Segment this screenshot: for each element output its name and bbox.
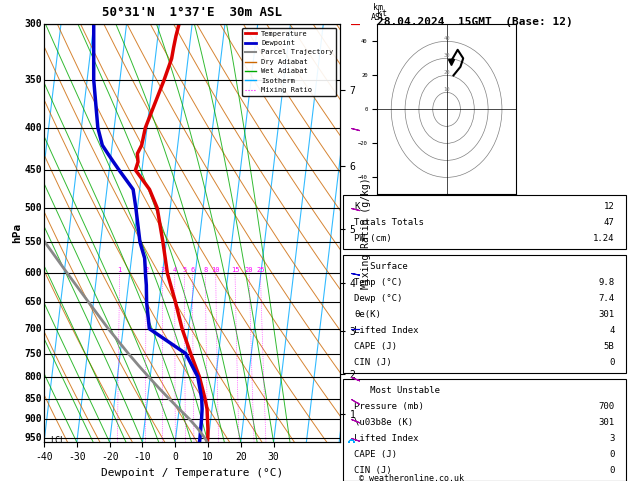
Text: θe(K): θe(K): [354, 310, 381, 319]
Text: © weatheronline.co.uk: © weatheronline.co.uk: [359, 474, 464, 483]
Text: 15: 15: [231, 267, 239, 273]
Text: Surface: Surface: [354, 261, 408, 271]
Text: 10: 10: [211, 267, 220, 273]
Text: 20: 20: [245, 267, 253, 273]
Text: Pressure (mb): Pressure (mb): [354, 401, 424, 411]
Text: 301: 301: [598, 417, 615, 427]
Text: 3: 3: [609, 434, 615, 443]
Text: 30: 30: [443, 53, 450, 58]
Text: 4: 4: [609, 326, 615, 335]
Text: 950: 950: [25, 434, 42, 444]
Text: Totals Totals: Totals Totals: [354, 218, 424, 227]
Text: Most Unstable: Most Unstable: [354, 385, 440, 395]
Text: PW (cm): PW (cm): [354, 234, 392, 243]
Text: 500: 500: [25, 203, 42, 213]
Text: K: K: [354, 202, 360, 211]
Text: Dewp (°C): Dewp (°C): [354, 294, 403, 303]
Text: Lifted Index: Lifted Index: [354, 434, 419, 443]
Text: 900: 900: [25, 414, 42, 424]
Text: Temp (°C): Temp (°C): [354, 278, 403, 287]
Text: 600: 600: [25, 268, 42, 278]
Text: 850: 850: [25, 394, 42, 403]
Text: 1: 1: [118, 267, 122, 273]
Text: 20: 20: [443, 70, 450, 75]
Text: 350: 350: [25, 75, 42, 85]
FancyBboxPatch shape: [343, 255, 626, 373]
Text: 5B: 5B: [604, 342, 615, 351]
Text: 700: 700: [25, 324, 42, 334]
Text: 4: 4: [172, 267, 177, 273]
Text: 0: 0: [609, 466, 615, 475]
Text: LCL: LCL: [50, 436, 65, 445]
Text: 5: 5: [182, 267, 186, 273]
Text: 400: 400: [25, 122, 42, 133]
Text: 700: 700: [598, 401, 615, 411]
Text: 12: 12: [604, 202, 615, 211]
Text: 47: 47: [604, 218, 615, 227]
FancyBboxPatch shape: [343, 195, 626, 249]
Text: 9.8: 9.8: [598, 278, 615, 287]
FancyBboxPatch shape: [343, 379, 626, 481]
Text: 550: 550: [25, 237, 42, 247]
Text: 3: 3: [160, 267, 165, 273]
X-axis label: Dewpoint / Temperature (°C): Dewpoint / Temperature (°C): [101, 468, 283, 478]
Text: 301: 301: [598, 310, 615, 319]
Text: 40: 40: [443, 36, 450, 41]
Text: CAPE (J): CAPE (J): [354, 450, 397, 459]
Text: km
ASL: km ASL: [370, 3, 386, 22]
Text: 6: 6: [190, 267, 194, 273]
Text: 25: 25: [256, 267, 265, 273]
Text: \u03b8e (K): \u03b8e (K): [354, 417, 413, 427]
Text: 450: 450: [25, 165, 42, 175]
Text: 1.24: 1.24: [593, 234, 615, 243]
Y-axis label: Mixing Ratio (g/kg): Mixing Ratio (g/kg): [361, 177, 371, 289]
Text: hPa: hPa: [13, 223, 23, 243]
Text: 650: 650: [25, 297, 42, 307]
Text: 2: 2: [144, 267, 148, 273]
Text: 750: 750: [25, 348, 42, 359]
Legend: Temperature, Dewpoint, Parcel Trajectory, Dry Adiabat, Wet Adiabat, Isotherm, Mi: Temperature, Dewpoint, Parcel Trajectory…: [242, 28, 336, 96]
Text: kt: kt: [377, 9, 387, 18]
Text: 28.04.2024  15GMT  (Base: 12): 28.04.2024 15GMT (Base: 12): [377, 17, 573, 27]
Text: 10: 10: [443, 87, 450, 92]
Text: Lifted Index: Lifted Index: [354, 326, 419, 335]
Text: CIN (J): CIN (J): [354, 466, 392, 475]
Title: 50°31'N  1°37'E  30m ASL: 50°31'N 1°37'E 30m ASL: [102, 6, 282, 19]
Text: CIN (J): CIN (J): [354, 358, 392, 367]
Text: 8: 8: [203, 267, 208, 273]
Text: 7.4: 7.4: [598, 294, 615, 303]
Text: 0: 0: [609, 450, 615, 459]
Text: CAPE (J): CAPE (J): [354, 342, 397, 351]
Text: 300: 300: [25, 19, 42, 29]
Text: 800: 800: [25, 372, 42, 382]
Text: 0: 0: [609, 358, 615, 367]
